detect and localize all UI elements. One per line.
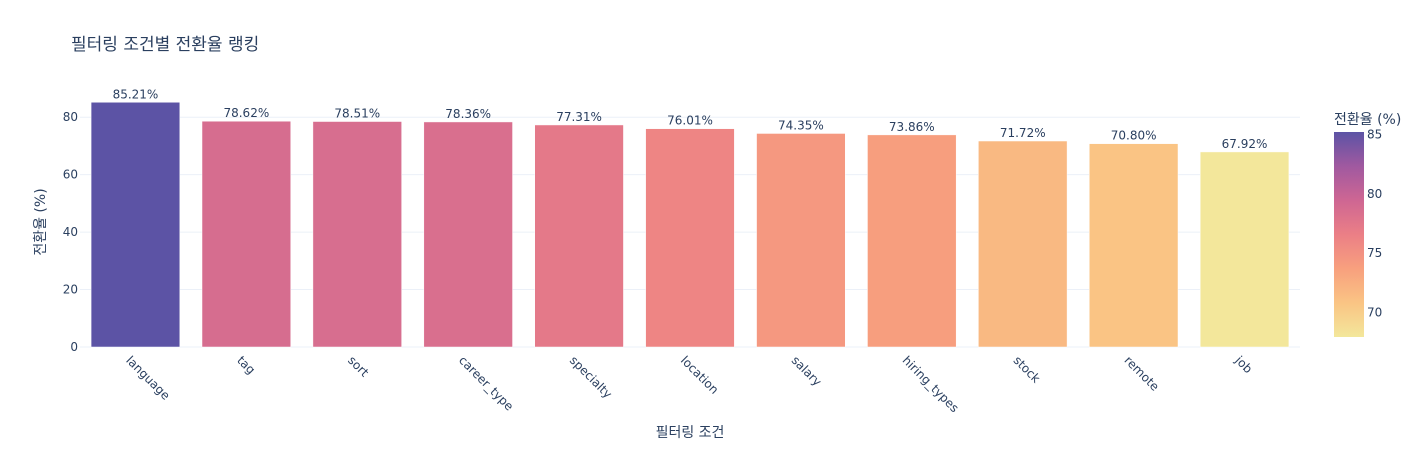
data-label: 74.35% [778,118,824,132]
data-labels: 85.21% 78.62% 78.51% 78.36% 77.31% 76.01% 74.3… [113,87,1268,151]
data-label: 77.31% [556,110,602,124]
colorbar-title: 전환율 (%) [1334,112,1401,128]
colorbar-tick-label: 75 [1367,246,1382,260]
x-axis-title: 필터링 조건 [656,425,725,441]
y-axis-title: 전환율 (%) [33,188,49,255]
y-axis-ticks: 0 20 40 60 80 [63,110,78,354]
x-tick-label: tag [234,353,258,377]
x-tick-label: language [123,353,172,402]
bar[interactable] [201,120,291,348]
data-label: 70.80% [1111,129,1157,143]
bar[interactable] [90,102,181,348]
bar[interactable] [645,128,735,348]
data-label: 73.86% [889,120,935,134]
data-label: 78.62% [223,106,269,120]
colorbar-tick-label: 80 [1367,187,1382,201]
x-tick-label: specialty [567,353,615,401]
x-tick-label: job [1232,353,1256,377]
bar[interactable] [1089,143,1179,348]
bar[interactable] [978,140,1068,348]
y-tick-label: 60 [63,168,78,182]
x-tick-label: hiring_types [900,353,962,415]
bar[interactable] [756,133,846,348]
y-tick-label: 0 [70,340,78,354]
colorbar-ticks: 70 75 80 85 [1367,127,1382,319]
data-label: 67.92% [1222,137,1268,151]
colorbar-tick-label: 70 [1367,305,1382,319]
y-tick-label: 80 [63,110,78,124]
x-tick-label: salary [789,353,825,389]
bar[interactable] [312,121,402,348]
x-tick-label: career_type [456,353,516,413]
data-label: 78.51% [334,107,380,121]
data-label: 76.01% [667,114,713,128]
y-tick-label: 20 [63,283,78,297]
x-tick-label: stock [1011,353,1043,385]
bar[interactable] [1199,151,1290,348]
bars [90,102,1290,348]
x-tick-label: sort [345,353,372,380]
x-tick-label: location [678,353,722,397]
bar[interactable] [867,134,957,348]
x-tick-label: remote [1121,353,1161,393]
bar[interactable] [423,121,513,348]
colorbar-gradient [1334,132,1364,337]
data-label: 71.72% [1000,126,1046,140]
data-label: 85.21% [113,87,159,101]
data-label: 78.36% [445,107,491,121]
x-axis-ticks: language tag sort career_type specialty locat… [123,353,1255,416]
bar[interactable] [534,124,624,348]
colorbar-tick-label: 85 [1367,127,1382,141]
y-tick-label: 40 [63,225,78,239]
colorbar: 전환율 (%) 70 75 80 85 [1334,112,1401,337]
chart-title: 필터링 조건별 전환율 랭킹 [71,35,259,55]
